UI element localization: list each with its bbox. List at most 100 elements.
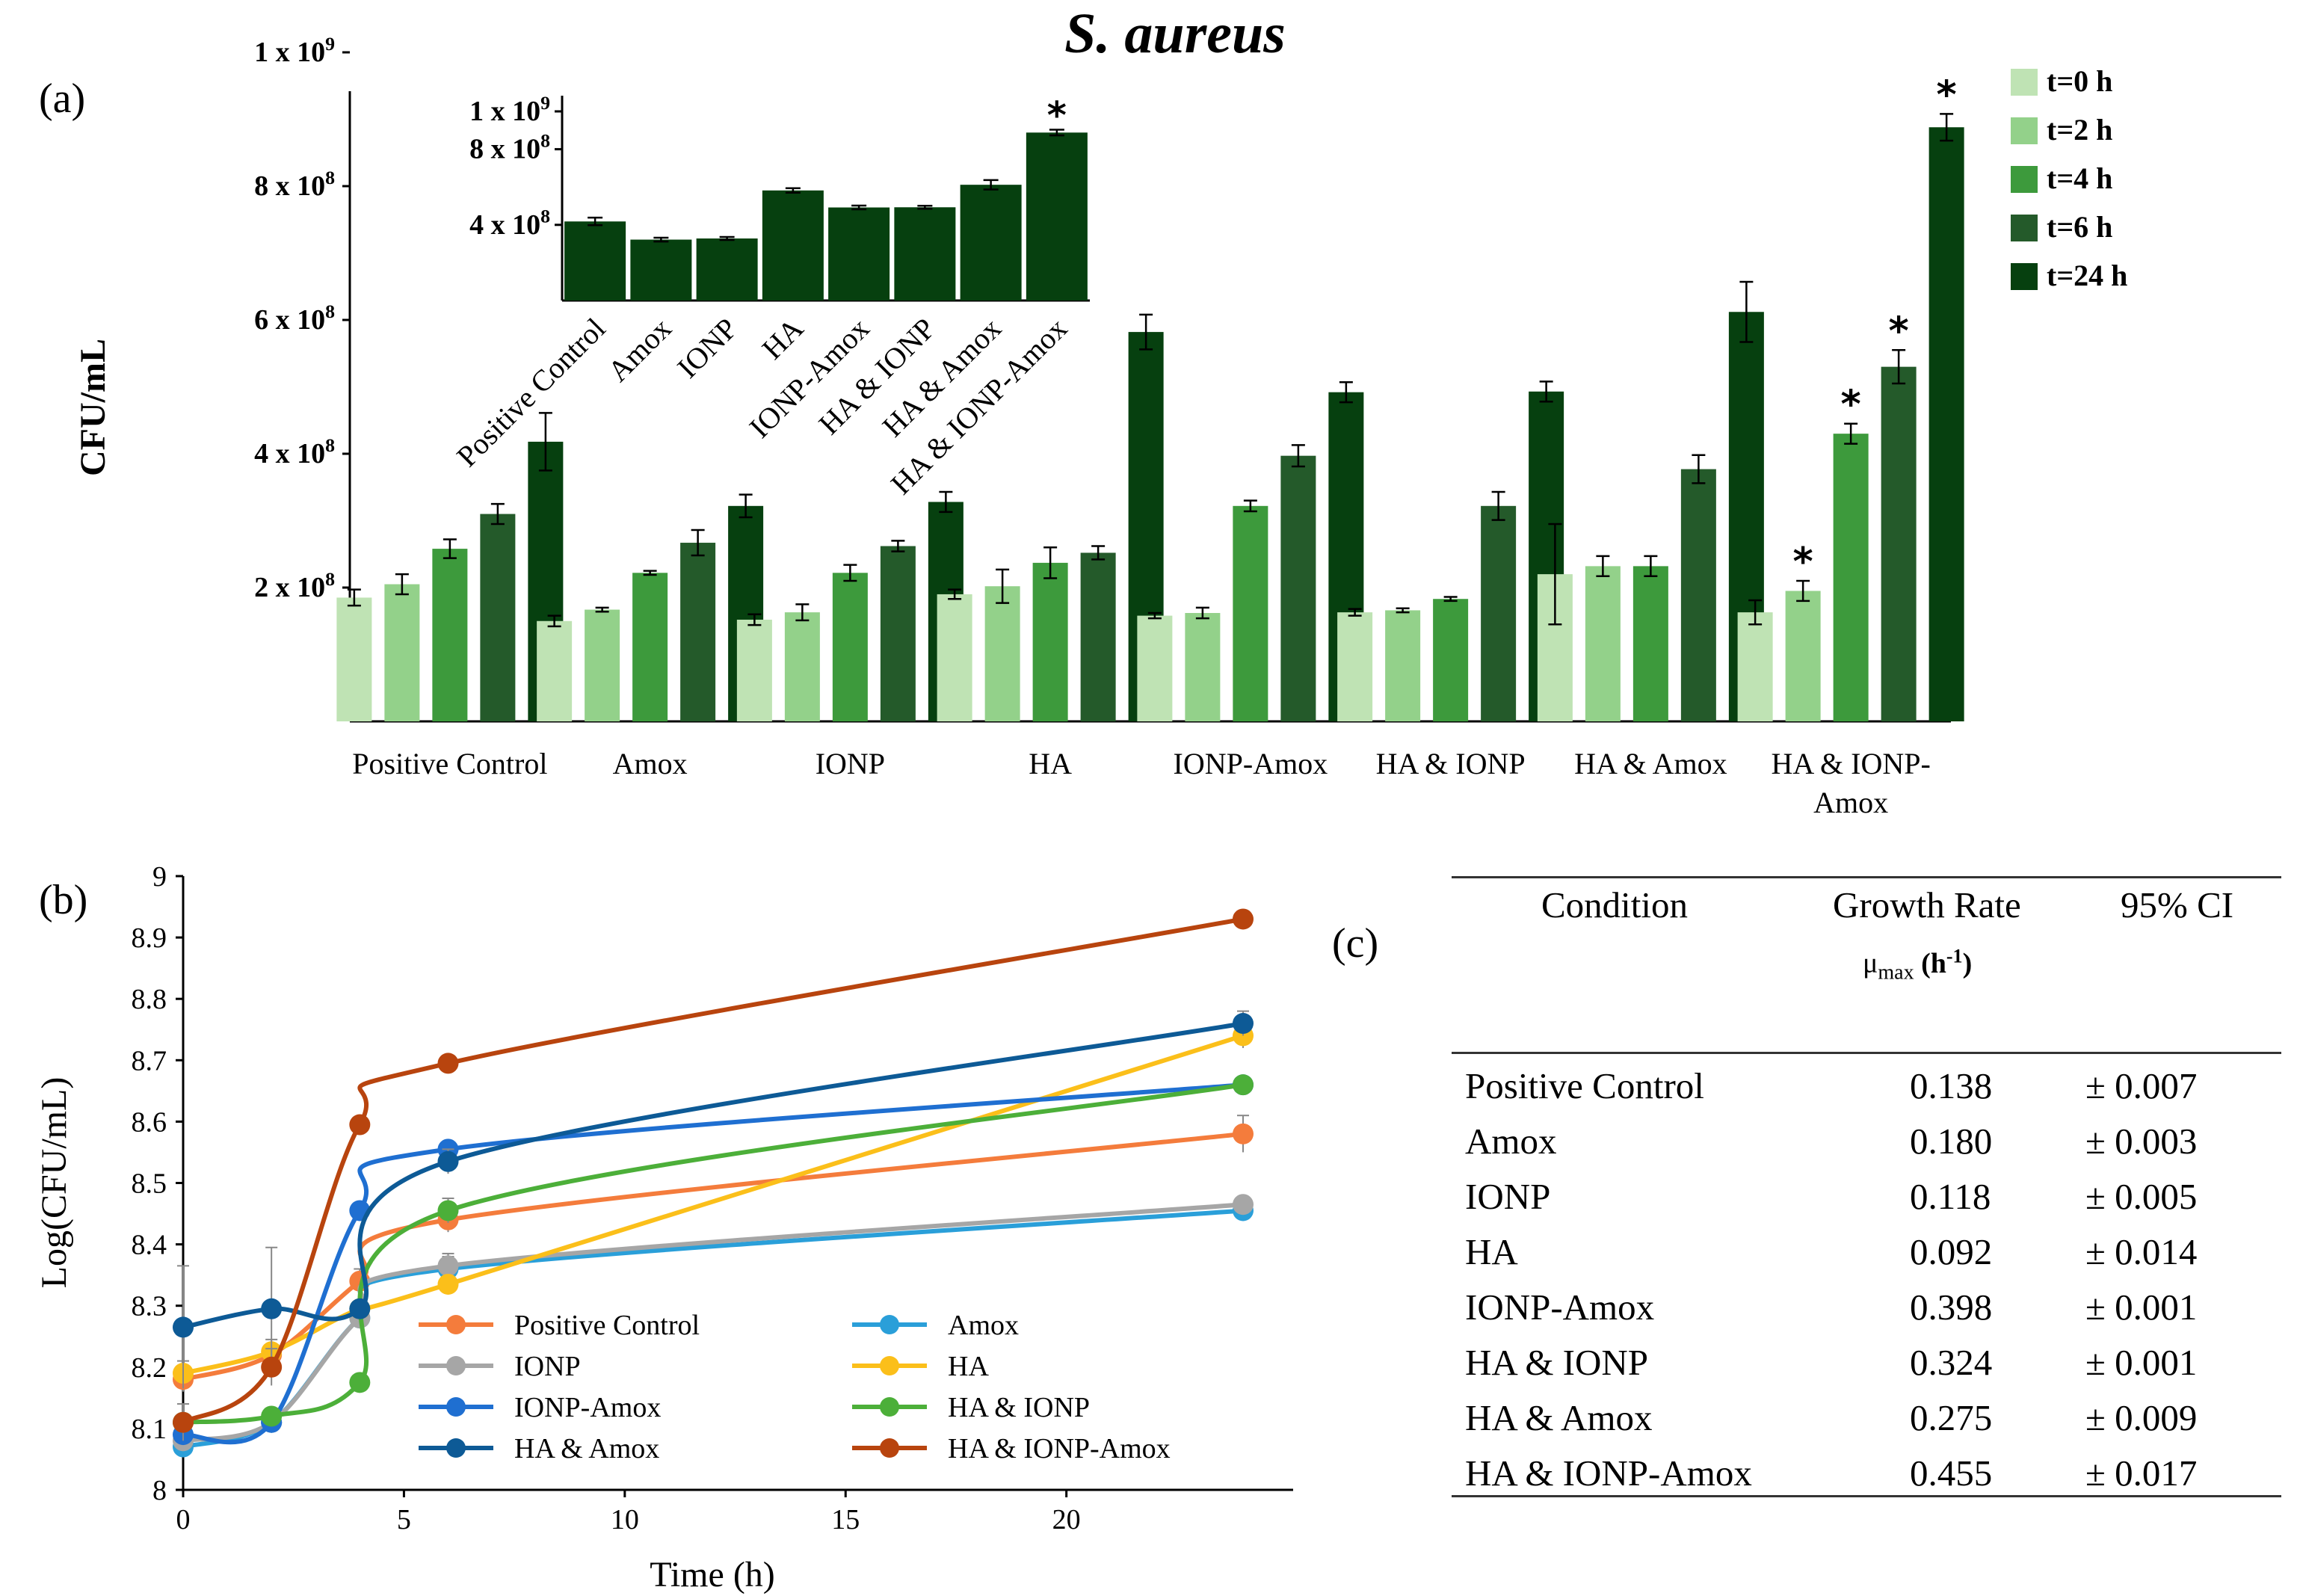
legend-label: HA & Amox [514, 1433, 659, 1464]
bar [1680, 469, 1716, 721]
bar [537, 620, 573, 721]
legend-marker [446, 1315, 466, 1334]
bar [336, 597, 372, 721]
bar [585, 609, 620, 721]
header-unit-close: ) [1962, 947, 1973, 979]
y-tick-label-exp: 9 [325, 33, 335, 55]
y-axis-label: Log(CFU/mL) [34, 1077, 74, 1289]
bar [432, 549, 468, 721]
legend-swatch [2011, 69, 2038, 96]
cell-rate: 0.275 [1910, 1397, 1993, 1438]
y-tick-label-base: 1 x 10 [254, 37, 325, 68]
inset-bar [564, 221, 626, 301]
data-point [437, 1150, 459, 1172]
bar [632, 573, 668, 721]
header-unit-exp: -1 [1946, 945, 1963, 967]
header-mu-max: μmax (h-1) [1863, 945, 1972, 985]
legend-label: Positive Control [514, 1310, 700, 1341]
bar [832, 573, 868, 721]
x-tick-label: 15 [831, 1504, 860, 1535]
y-tick-label-exp: 8 [325, 434, 335, 456]
data-point [349, 1372, 371, 1393]
cell-rate: 0.118 [1910, 1176, 1991, 1217]
y-tick-label: 8.3 [132, 1291, 167, 1322]
inset-bar [828, 207, 890, 301]
bar [480, 514, 516, 721]
panel-label-b: (b) [39, 877, 87, 923]
y-tick-label: 4 x 108 [254, 434, 335, 469]
cell-ci: ± 0.014 [2085, 1231, 2198, 1272]
legend-label: Amox [948, 1310, 1019, 1341]
inset-y-tick-label-exp: 8 [540, 129, 550, 151]
legend-label: HA & IONP [948, 1392, 1090, 1423]
x-tick-label: Positive Control [352, 747, 547, 780]
legend-marker [446, 1438, 466, 1458]
legend-label: IONP [514, 1351, 581, 1382]
legend-label: t=24 h [2047, 259, 2127, 292]
table-row: HA & IONP-Amox 0.455 ± 0.017 [1452, 1452, 2281, 1507]
cell-ci: ± 0.017 [2085, 1452, 2198, 1494]
growth-line-chart: 8 8.1 8.2 8.3 8.4 8.5 8.6 8.7 8.8 8.9 9 0 5 10 15 20 Tim… [34, 861, 1293, 1595]
bar [1385, 610, 1421, 721]
x-tick-label: HA & IONP- [1771, 747, 1930, 780]
bar [736, 619, 772, 721]
bar [1881, 366, 1917, 721]
y-tick-label: 8.6 [132, 1106, 167, 1138]
y-tick-label: 8.7 [132, 1045, 167, 1076]
data-point [1233, 1074, 1254, 1096]
y-tick-label: 8.1 [132, 1414, 167, 1445]
x-tick-label: HA & Amox [1574, 747, 1727, 780]
table-row: HA & IONP 0.324 ± 0.001 [1452, 1341, 2281, 1396]
y-tick-label-exp: 8 [325, 167, 335, 188]
y-tick-label: 8.9 [132, 922, 167, 954]
inset-y-tick-label: 8 x 108 [469, 129, 550, 164]
cell-rate: 0.180 [1910, 1121, 1993, 1162]
significance-star: * [1793, 540, 1813, 585]
bar [680, 543, 716, 721]
legend-label: t=0 h [2047, 64, 2112, 98]
x-tick-label: Amox [1813, 786, 1888, 819]
y-tick-label: 2 x 108 [254, 568, 335, 603]
bar [1785, 591, 1821, 721]
inset-x-tick-label: HA [756, 311, 810, 366]
bar [1337, 612, 1373, 721]
data-point [1233, 1123, 1254, 1144]
cell-condition: Positive Control [1465, 1065, 1704, 1106]
inset-y-tick-label: 1 x 109 [469, 92, 550, 127]
y-tick-label: 9 [152, 861, 167, 893]
cell-condition: HA & IONP-Amox [1465, 1452, 1752, 1494]
table-row: IONP 0.118 ± 0.005 [1452, 1175, 2281, 1230]
bar [1233, 505, 1268, 721]
table-row: Amox 0.180 ± 0.003 [1452, 1120, 2281, 1175]
cell-rate: 0.138 [1910, 1065, 1993, 1106]
inset-y-tick-label-exp: 8 [540, 206, 550, 227]
inset-x-tick-label: IONP [670, 312, 744, 385]
inset-y-tick-label: 4 x 108 [469, 206, 550, 241]
bar [1928, 127, 1964, 722]
data-point [437, 1255, 459, 1277]
inset-bar [960, 185, 1022, 301]
figure-title: S. aureus [1064, 2, 1286, 65]
inset-significance-star: * [1047, 94, 1067, 138]
x-tick-label: HA & IONP [1376, 747, 1526, 780]
legend-marker [446, 1397, 466, 1417]
x-tick-label: HA [1029, 747, 1072, 780]
bar [1280, 455, 1316, 721]
data-point [1233, 908, 1254, 930]
cell-ci: ± 0.005 [2085, 1176, 2198, 1217]
bar [1585, 566, 1621, 721]
legend-swatch [2011, 215, 2038, 241]
cell-rate: 0.455 [1910, 1452, 1993, 1494]
data-point [173, 1316, 194, 1338]
series-line [182, 1082, 1244, 1445]
y-tick-label: 1 x 109 [254, 33, 335, 68]
significance-star: * [1889, 309, 1909, 354]
table-row: IONP-Amox 0.398 ± 0.001 [1452, 1286, 2281, 1341]
header-ci: 95% CI [2121, 884, 2234, 925]
x-tick-label: Amox [613, 747, 688, 780]
header-mu-sub: max [1878, 961, 1914, 985]
legend-swatch [2011, 117, 2038, 144]
legend-marker [880, 1315, 899, 1334]
y-tick-label: 8.5 [132, 1168, 167, 1200]
